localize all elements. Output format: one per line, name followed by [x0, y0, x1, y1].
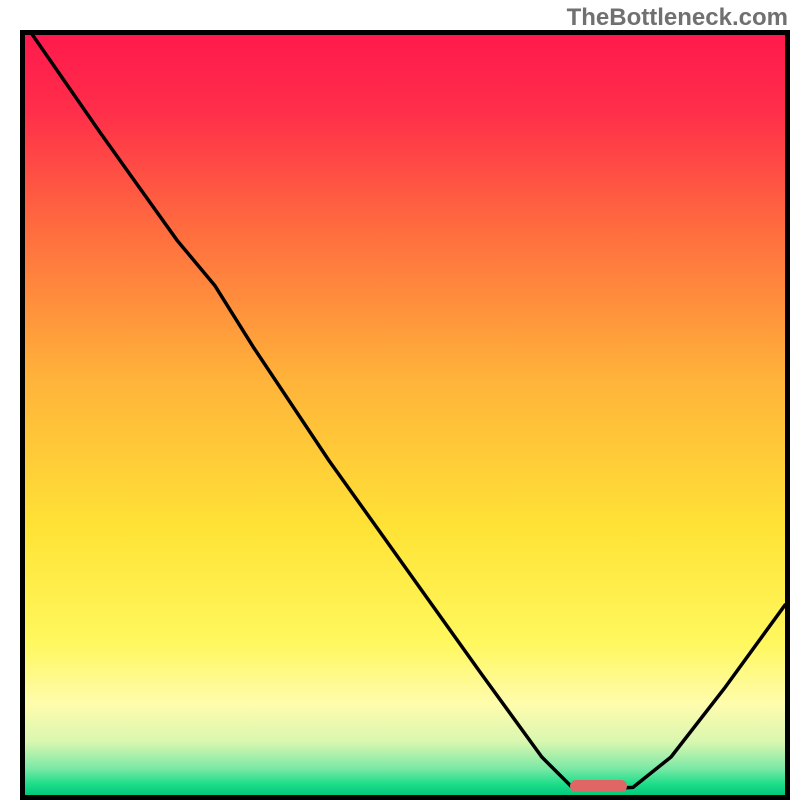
bottleneck-chart — [20, 30, 790, 800]
watermark-text: TheBottleneck.com — [567, 4, 788, 32]
chart-background — [25, 35, 785, 795]
chart-svg — [25, 35, 785, 795]
minimum-marker — [570, 780, 627, 792]
